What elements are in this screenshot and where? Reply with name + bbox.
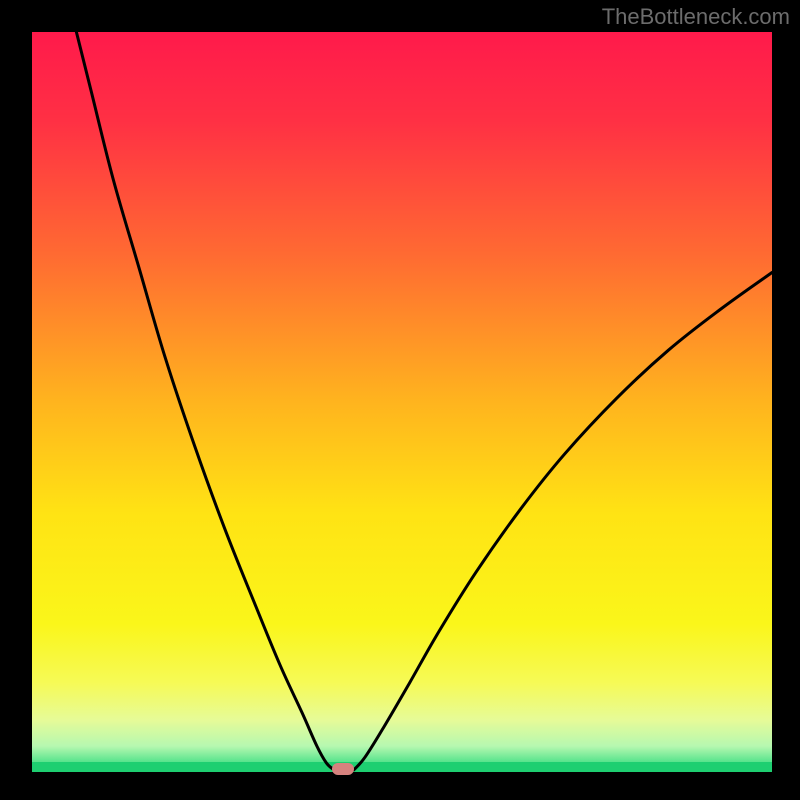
curve-layer: [0, 0, 800, 800]
watermark-text: TheBottleneck.com: [602, 4, 790, 30]
min-marker: [332, 763, 354, 775]
chart-canvas: TheBottleneck.com: [0, 0, 800, 800]
curve-left: [76, 32, 334, 770]
curve-right: [354, 273, 772, 770]
